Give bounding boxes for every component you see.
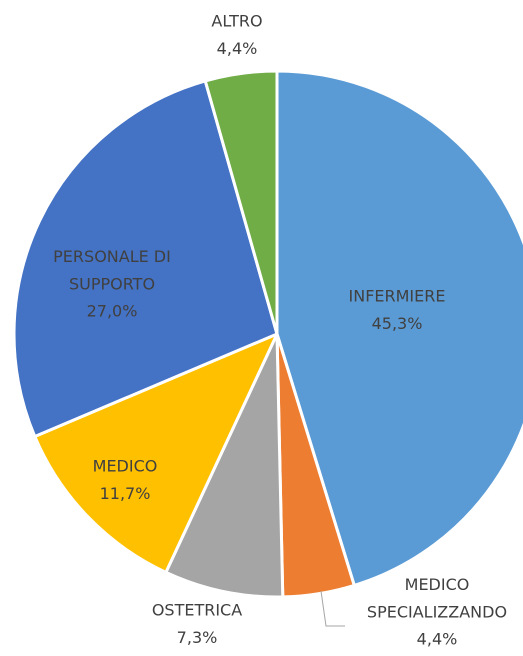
slice-label: ALTRO	[211, 12, 262, 31]
slice-label: INFERMIERE	[349, 287, 446, 306]
slice-label: OSTETRICA	[152, 601, 242, 620]
pie-slice	[33, 332, 279, 574]
slice-label: MEDICO	[93, 457, 158, 476]
pie-slice	[275, 69, 523, 587]
pie-slice	[164, 332, 285, 599]
slice-value-label: 4,4%	[217, 39, 258, 58]
slice-value-label: 7,3%	[177, 628, 218, 647]
slice-value-label: 11,7%	[100, 484, 151, 503]
slice-value-label: 4,4%	[417, 630, 458, 649]
leader-line	[320, 590, 345, 627]
slice-label: MEDICO SPECIALIZZANDO	[367, 575, 507, 622]
pie-slice	[12, 79, 279, 438]
pie-slice	[203, 69, 279, 336]
slice-label: PERSONALE DI SUPPORTO	[53, 247, 171, 294]
slice-value-label: 27,0%	[87, 302, 138, 321]
slice-value-label: 45,3%	[372, 314, 423, 333]
